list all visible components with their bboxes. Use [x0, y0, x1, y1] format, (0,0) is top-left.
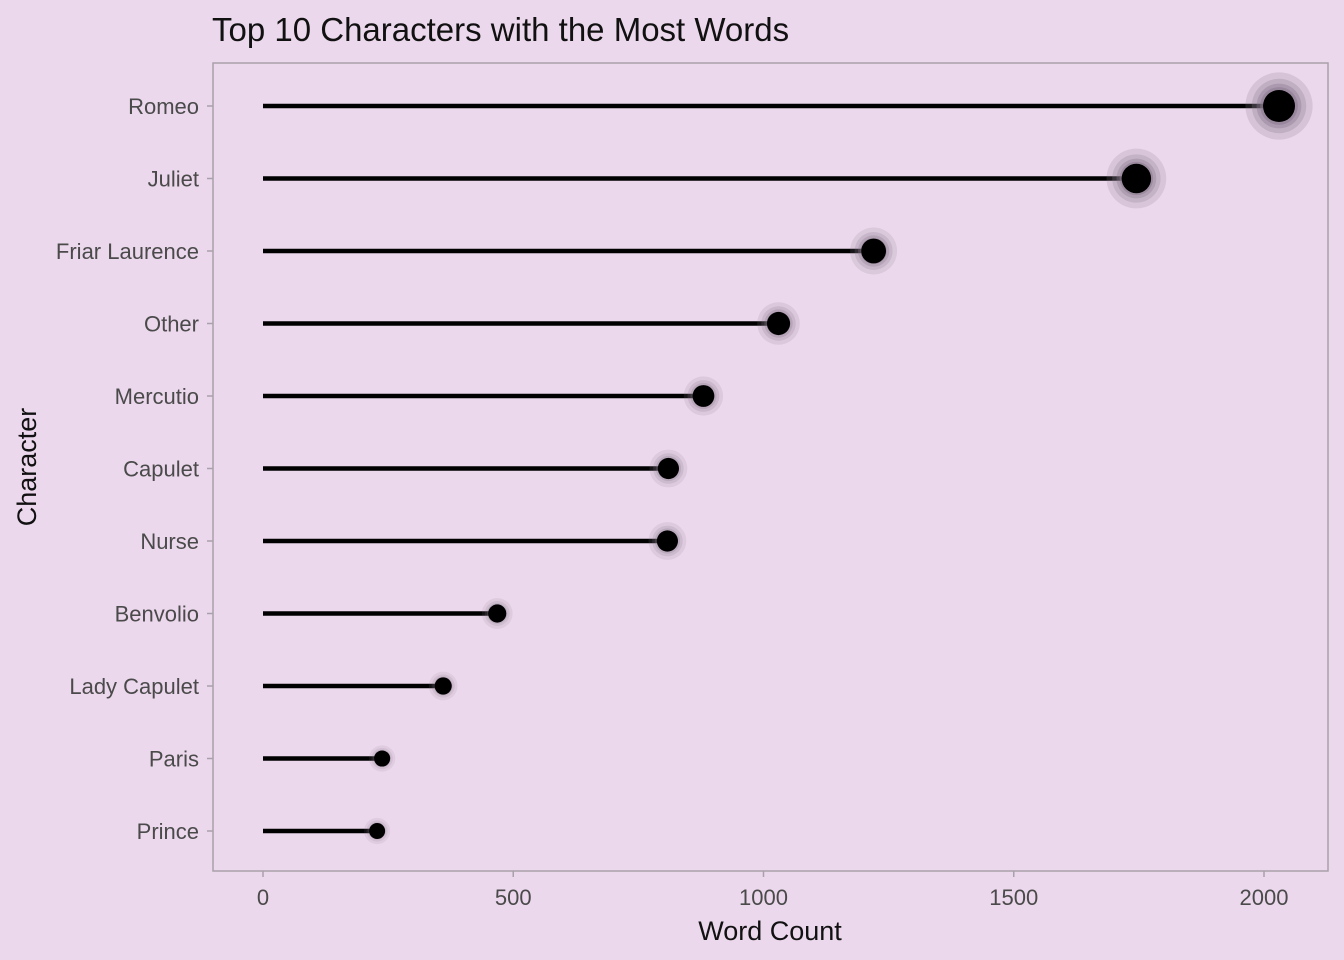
- y-tick-label: Mercutio: [115, 384, 199, 409]
- lollipop-point: [1245, 72, 1313, 140]
- lollipop-point: [757, 302, 800, 345]
- x-tick-label: 0: [257, 885, 269, 910]
- x-tick-label: 500: [495, 885, 532, 910]
- point-core: [861, 238, 887, 264]
- lollipop-point: [481, 598, 513, 629]
- x-tick-label: 1000: [739, 885, 788, 910]
- y-axis: Romeo Juliet Friar Laurence Other Mercutio Ca…: [56, 94, 213, 844]
- lollipop-point: [850, 227, 898, 275]
- lollipop-point: [683, 376, 724, 416]
- y-tick-label: Other: [144, 312, 199, 337]
- point-core: [657, 457, 679, 480]
- lollipop-stems: [263, 103, 1280, 834]
- plot-panel-frame: [212, 62, 1329, 872]
- y-tick-label: Nurse: [140, 529, 199, 554]
- point-core: [692, 385, 715, 407]
- point-core: [1121, 163, 1152, 194]
- point-core: [488, 604, 507, 623]
- chart-title: Top 10 Characters with the Most Words: [212, 11, 789, 48]
- point-core: [369, 822, 386, 840]
- x-axis: 0 500 1000 1500 2000: [257, 871, 1289, 910]
- point-core: [434, 677, 452, 695]
- y-tick-label: Friar Laurence: [56, 239, 199, 264]
- x-axis-title: Word Count: [698, 916, 842, 946]
- x-tick-label: 1500: [989, 885, 1038, 910]
- lollipop-point: [368, 745, 396, 772]
- point-core: [374, 750, 391, 767]
- point-core: [766, 311, 791, 336]
- lollipop-points: [364, 72, 1313, 845]
- y-tick-label: Capulet: [123, 457, 199, 482]
- point-core: [1263, 90, 1296, 122]
- y-tick-label: Romeo: [128, 94, 199, 119]
- lollipop-point: [649, 449, 688, 488]
- y-tick-label: Lady Capulet: [69, 674, 199, 699]
- y-tick-label: Benvolio: [115, 602, 199, 627]
- lollipop-point: [428, 671, 458, 701]
- y-tick-label: Prince: [137, 819, 199, 844]
- lollipop-point: [1106, 148, 1167, 209]
- y-tick-label: Paris: [149, 747, 199, 772]
- lollipop-point: [364, 817, 391, 845]
- lollipop-point: [648, 522, 687, 560]
- point-core: [656, 530, 678, 552]
- y-tick-label: Juliet: [148, 167, 199, 192]
- y-axis-title: Character: [12, 408, 42, 527]
- x-tick-label: 2000: [1240, 885, 1289, 910]
